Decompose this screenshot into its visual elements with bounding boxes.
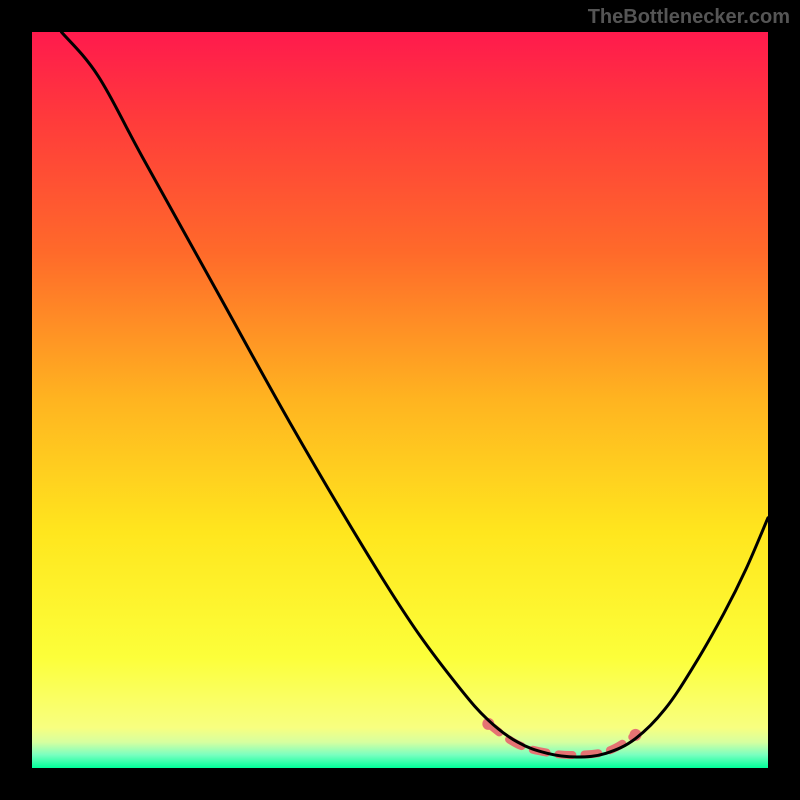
plot-area: [32, 32, 768, 768]
watermark-text: TheBottlenecker.com: [588, 6, 790, 29]
chart-canvas: TheBottlenecker.com: [0, 0, 800, 800]
curve-layer: [32, 32, 768, 768]
gradient-rect: [32, 32, 768, 768]
